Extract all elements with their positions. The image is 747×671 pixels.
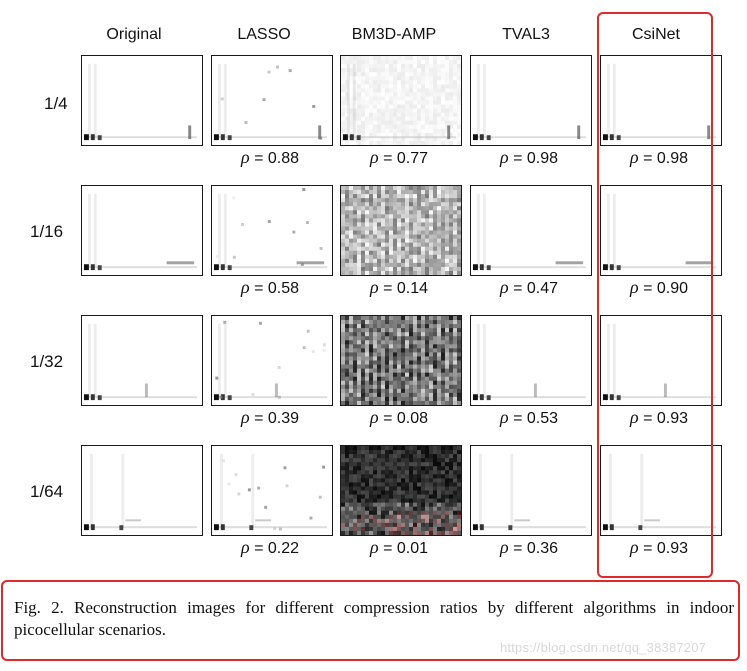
tile-tval3-row-1 [470, 55, 592, 146]
rho-label-lasso-row-4: ρ = 0.22 [240, 537, 300, 557]
caption-highlight-frame [1, 580, 740, 661]
rho-label-bm3d-amp-row-3: ρ = 0.08 [369, 407, 429, 427]
column-header-tval3: TVAL3 [502, 26, 550, 43]
tile-lasso-row-1 [211, 55, 333, 146]
column-header-csinet: CsiNet [631, 26, 681, 43]
row-label-ratio-1-32: 1/32 [30, 352, 64, 371]
rho-label-bm3d-amp-row-4: ρ = 0.01 [369, 537, 429, 557]
tile-tval3-row-4 [470, 445, 592, 536]
rho-label-bm3d-amp-row-2: ρ = 0.14 [369, 277, 429, 297]
reconstruction-image-original-row-3 [83, 323, 198, 401]
reconstruction-image-csinet-row-4 [602, 453, 717, 531]
rho-label-csinet-row-4: ρ = 0.93 [629, 537, 689, 557]
reconstruction-image-lasso-row-1 [213, 63, 328, 141]
reconstruction-image-original-row-2 [83, 193, 198, 271]
rho-label-tval3-row-2: ρ = 0.47 [499, 277, 559, 297]
reconstruction-image-lasso-row-3 [213, 320, 328, 401]
reconstruction-image-original-row-1 [83, 63, 198, 141]
reconstruction-image-csinet-row-2 [602, 193, 717, 271]
rho-label-tval3-row-1: ρ = 0.98 [499, 147, 559, 167]
tile-bm3d-amp-row-3 [340, 315, 462, 406]
column-header-bm3d-amp: BM3D-AMP [351, 26, 437, 43]
tile-lasso-row-3 [211, 315, 333, 406]
reconstruction-image-bm3d-amp-row-1 [341, 56, 461, 145]
column-header-original: Original [106, 26, 162, 43]
tile-bm3d-amp-row-4 [340, 445, 462, 536]
rho-label-tval3-row-4: ρ = 0.36 [499, 537, 559, 557]
rho-label-bm3d-amp-row-1: ρ = 0.77 [369, 147, 429, 167]
reconstruction-image-tval3-row-4 [472, 453, 587, 531]
tile-bm3d-amp-row-2 [340, 185, 462, 276]
reconstruction-image-bm3d-amp-row-4 [341, 446, 461, 535]
figure-caption: Fig. 2. Reconstruction images for differ… [14, 598, 734, 639]
reconstruction-image-lasso-row-4 [213, 453, 328, 531]
rho-label-tval3-row-3: ρ = 0.53 [499, 407, 559, 427]
rho-label-lasso-row-1: ρ = 0.88 [240, 147, 300, 167]
tile-lasso-row-4 [211, 445, 333, 536]
tile-tval3-row-2 [470, 185, 592, 276]
csinet-highlight-frame [597, 12, 713, 578]
reconstruction-image-original-row-4 [83, 453, 198, 531]
tile-tval3-row-3 [470, 315, 592, 406]
reconstruction-image-lasso-row-2 [213, 188, 328, 271]
tile-original-row-4 [81, 445, 203, 536]
tile-lasso-row-2 [211, 185, 333, 276]
tile-original-row-2 [81, 185, 203, 276]
tile-original-row-1 [81, 55, 203, 146]
reconstruction-image-csinet-row-3 [602, 323, 717, 401]
reconstruction-image-tval3-row-1 [472, 63, 587, 141]
column-header-lasso: LASSO [237, 26, 291, 43]
rho-label-csinet-row-1: ρ = 0.98 [629, 147, 689, 167]
rho-label-lasso-row-3: ρ = 0.39 [240, 407, 300, 427]
tile-csinet-row-4 [600, 445, 722, 536]
reconstruction-image-bm3d-amp-row-3 [341, 316, 461, 405]
rho-label-lasso-row-2: ρ = 0.58 [240, 277, 300, 297]
rho-label-csinet-row-3: ρ = 0.93 [629, 407, 689, 427]
row-label-ratio-1-16: 1/16 [30, 222, 64, 241]
reconstruction-image-csinet-row-1 [602, 63, 717, 141]
tile-csinet-row-1 [600, 55, 722, 146]
watermark-url: https://blog.csdn.net/qq_38387207 [500, 640, 707, 655]
reconstruction-image-tval3-row-3 [472, 323, 587, 401]
rho-label-csinet-row-2: ρ = 0.90 [629, 277, 689, 297]
reconstruction-image-tval3-row-2 [472, 193, 587, 271]
reconstruction-image-bm3d-amp-row-2 [341, 186, 461, 275]
row-label-ratio-1-64: 1/64 [30, 482, 64, 501]
tile-original-row-3 [81, 315, 203, 406]
tile-csinet-row-2 [600, 185, 722, 276]
tile-csinet-row-3 [600, 315, 722, 406]
row-label-ratio-1-4: 1/4 [44, 94, 68, 113]
tile-bm3d-amp-row-1 [340, 55, 462, 146]
